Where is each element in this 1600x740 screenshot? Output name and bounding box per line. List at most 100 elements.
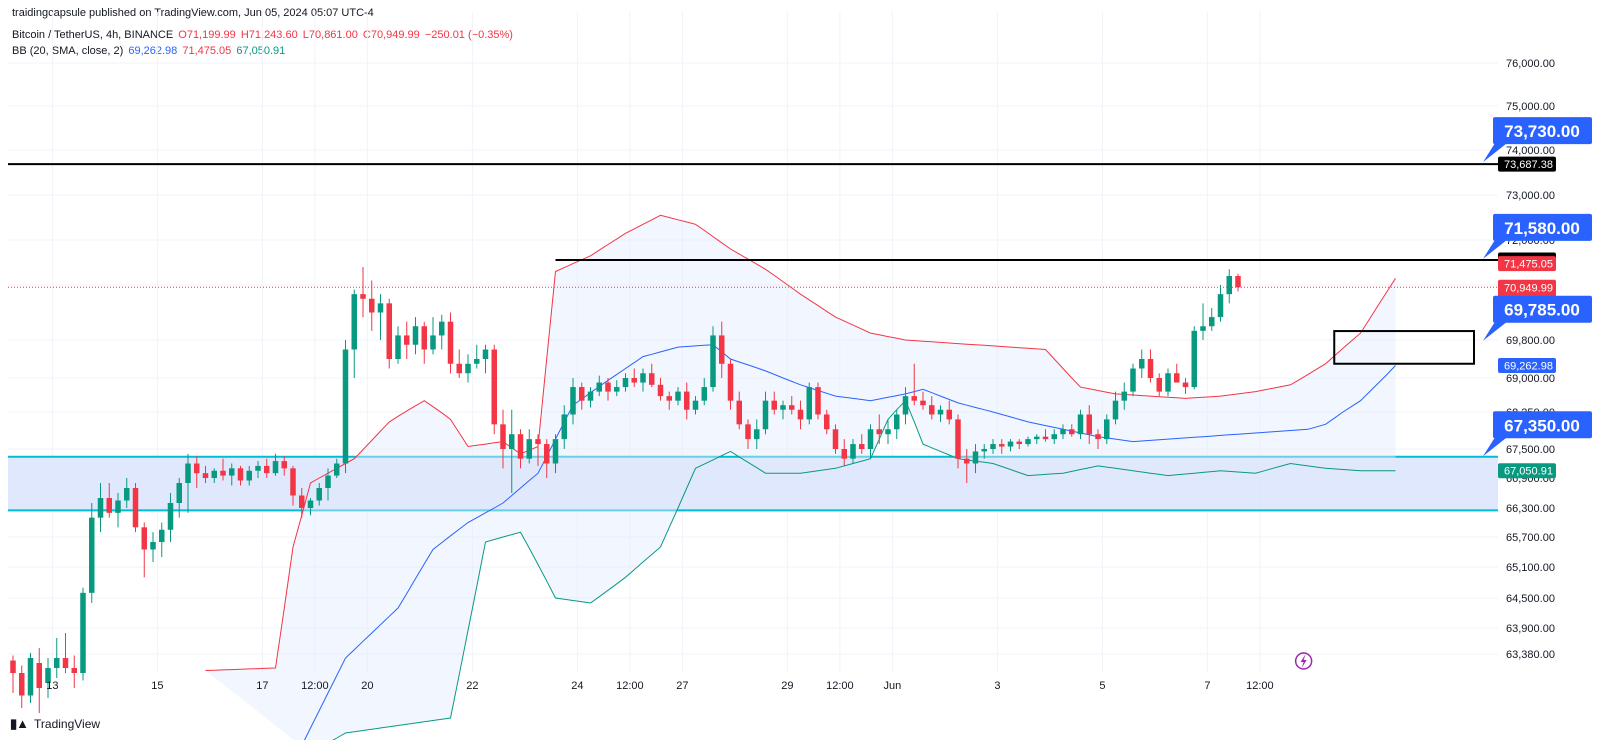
candle-body	[684, 391, 690, 410]
candle-body	[1016, 441, 1022, 445]
candle-127	[1121, 382, 1127, 410]
candle-body	[246, 470, 252, 481]
candle-body	[167, 503, 174, 530]
candle-body	[482, 349, 489, 359]
callout-label: 73,730.00	[1504, 122, 1580, 141]
candle-body	[1034, 436, 1040, 440]
price-axis-bg	[1498, 0, 1600, 700]
candle-111	[981, 444, 987, 459]
candle-63	[561, 405, 567, 449]
price-tick-label-2: 64,500.00	[1506, 593, 1555, 605]
candle-93	[824, 409, 830, 435]
candle-body	[1086, 414, 1092, 435]
candle-132	[1165, 368, 1171, 397]
callouts[interactable]: 73,730.00 71,580.00 69,785.00 67,350.00	[1483, 117, 1592, 457]
range-box	[1333, 330, 1475, 365]
candle-body	[972, 451, 979, 464]
time-tick-label-2: 17	[256, 680, 268, 692]
price-tag-bg-5	[1498, 463, 1556, 479]
candle-body	[762, 400, 769, 430]
candle-body	[334, 463, 340, 476]
candle-body	[132, 488, 139, 528]
candle-131	[1156, 373, 1162, 397]
time-tick-label-11: Jun	[884, 680, 902, 692]
candle-96	[850, 439, 856, 464]
tradingview-footer[interactable]: ▮▲ TradingView	[10, 716, 100, 732]
callout-box	[1493, 411, 1592, 439]
candle-109	[964, 449, 970, 483]
candle-32	[290, 465, 296, 506]
candle-73	[649, 363, 655, 388]
callout-1: 71,580.00	[1483, 213, 1592, 259]
candle-115	[1016, 439, 1022, 449]
price-tag-label-0: 73,687.38	[1504, 159, 1553, 171]
candle-1	[19, 665, 25, 708]
time-tick-label-12: 3	[994, 680, 1000, 692]
candle-body	[509, 434, 515, 449]
candle-137	[1209, 307, 1215, 331]
candle-67	[596, 375, 602, 397]
candle-body	[1121, 391, 1127, 401]
candle-4	[45, 658, 51, 698]
candle-99	[876, 414, 882, 445]
candle-body	[264, 465, 270, 474]
candle-125	[1104, 414, 1110, 445]
candle-body	[430, 335, 436, 350]
candle-body	[727, 363, 734, 401]
candle-body	[666, 396, 672, 401]
candle-103	[911, 363, 917, 406]
candle-body	[710, 335, 716, 388]
candle-body	[561, 414, 567, 440]
candle-41	[369, 280, 375, 331]
candle-body	[10, 660, 16, 673]
candle-body	[911, 396, 917, 401]
candle-126	[1112, 391, 1119, 425]
candle-122	[1077, 409, 1084, 440]
candle-body	[1077, 414, 1084, 435]
bb-upper-line	[205, 214, 1396, 671]
candle-body	[902, 396, 909, 415]
candle-body	[500, 424, 506, 449]
candle-65	[579, 382, 585, 410]
candle-body	[369, 298, 375, 313]
candle-body	[1025, 439, 1031, 445]
candle-106	[937, 405, 944, 422]
candle-body	[80, 592, 86, 673]
indicator-name[interactable]: BB (20, SMA, close, 2)	[12, 45, 124, 57]
candle-body	[45, 668, 51, 683]
candle-68	[605, 378, 611, 401]
candle-body	[867, 429, 874, 449]
price-axis: 63,380.00 63,900.00 64,500.00 65,100.00 65,7…	[1498, 0, 1600, 700]
candle-10	[97, 483, 104, 533]
indicator-legend[interactable]: BB (20, SMA, close, 2) 69,262.98 71,475.…	[12, 45, 287, 57]
candle-body	[535, 439, 541, 445]
callout-label: 69,785.00	[1504, 301, 1580, 320]
candle-body	[876, 429, 882, 435]
candle-body	[491, 349, 497, 425]
candle-body	[815, 387, 821, 415]
time-tick-label-4: 20	[361, 680, 373, 692]
candle-body	[920, 400, 926, 406]
candle-47	[421, 321, 427, 364]
candle-7	[71, 655, 77, 688]
candle-body	[692, 400, 699, 410]
candle-body	[1130, 368, 1136, 392]
callout-pointer	[1483, 143, 1507, 163]
candle-body	[675, 391, 681, 401]
price-tick-label-4: 65,700.00	[1506, 532, 1555, 544]
candle-83	[736, 391, 742, 430]
candle-body	[1174, 373, 1180, 383]
publisher-text: traidingcapsule published on TradingView…	[12, 7, 374, 19]
candle-121	[1069, 424, 1075, 437]
candle-81	[719, 321, 725, 378]
candle-body	[176, 483, 182, 503]
level-lines	[8, 163, 1498, 365]
candle-body	[946, 409, 952, 420]
candle-120	[1060, 424, 1066, 440]
bb-upper-value: 71,475.05	[182, 45, 232, 57]
candle-61	[544, 439, 550, 478]
price-tag-label-3: 70,949.99	[1504, 282, 1553, 294]
candle-body	[404, 335, 410, 345]
candle-129	[1139, 349, 1145, 378]
